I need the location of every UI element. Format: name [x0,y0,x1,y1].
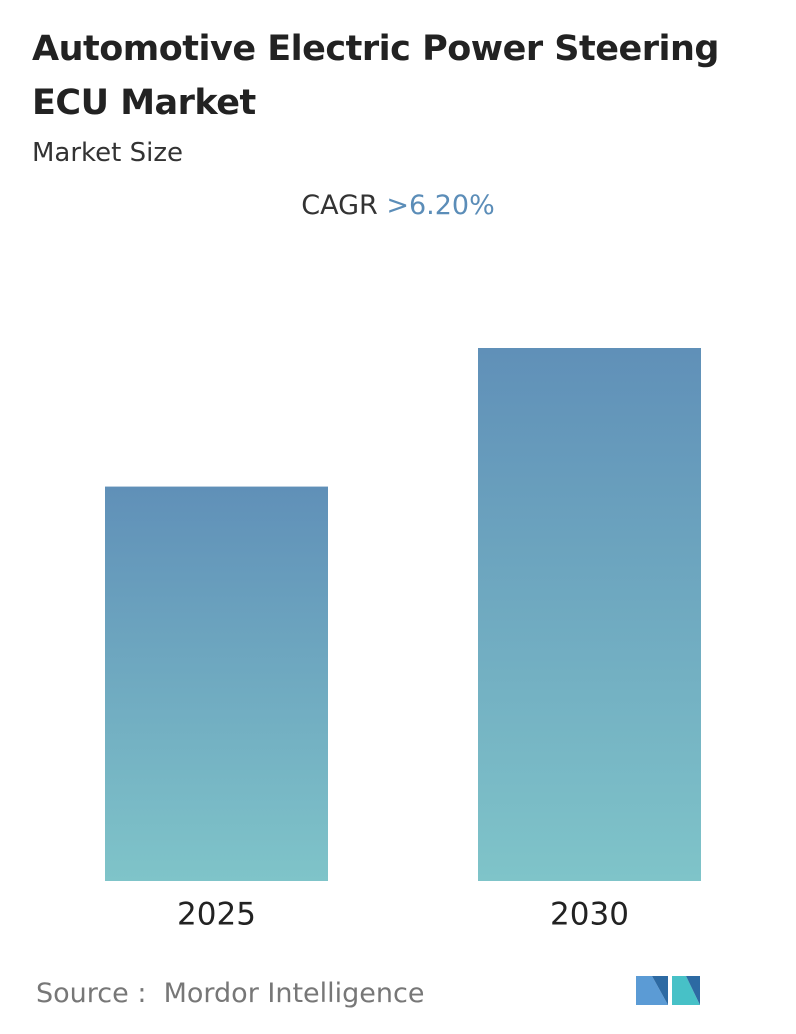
x-tick-label: 2025 [177,897,256,933]
source: Source : Mordor Intelligence [36,978,424,1009]
cagr-label: CAGR [301,190,378,221]
source-name: Mordor Intelligence [163,978,425,1009]
cagr: CAGR >6.20% [0,190,796,221]
subtitle: Market Size [32,138,184,168]
x-tick-label: 2030 [550,897,629,933]
source-label: Source : [36,978,147,1009]
chart-title: Automotive Electric Power Steering ECU M… [32,29,719,123]
logo [636,976,700,1005]
cagr-value: >6.20% [386,190,495,221]
bar [478,348,701,881]
bar [105,486,328,881]
